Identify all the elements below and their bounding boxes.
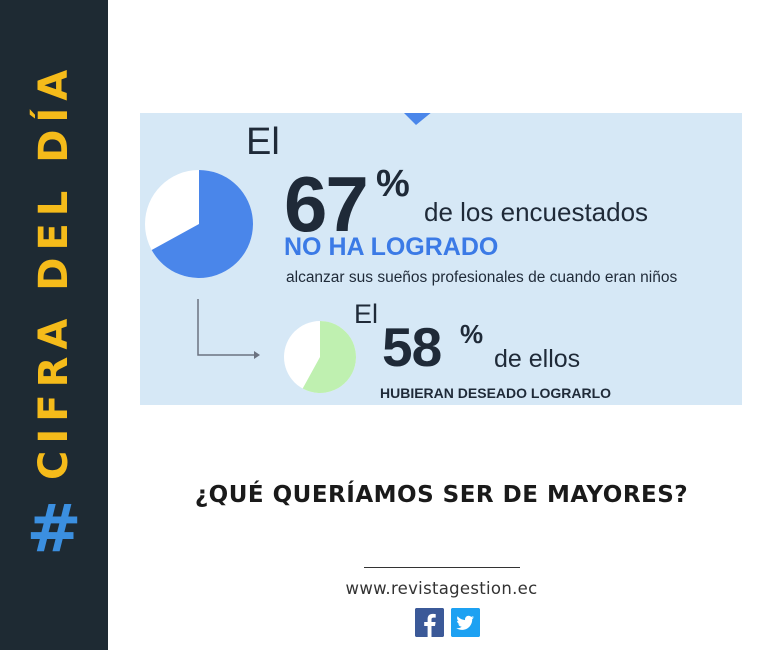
pie-chart-67 bbox=[145, 170, 254, 278]
arrow-icon bbox=[197, 299, 260, 359]
pie1-slice bbox=[151, 170, 254, 278]
stat2-percent-sign: % bbox=[460, 319, 484, 349]
stat1-percent-sign: % bbox=[376, 163, 410, 205]
website-link[interactable]: www.revistagestion.ec bbox=[345, 579, 538, 598]
stat1-prefix: El bbox=[246, 121, 280, 163]
stat2-number: 58 bbox=[382, 316, 442, 378]
stat2-prefix: El bbox=[354, 299, 379, 329]
sidebar: # CIFRA DEL DÍA bbox=[0, 0, 108, 650]
pie2-slice bbox=[302, 321, 356, 393]
infographic: El 67 % de los encuestados NO HA LOGRADO… bbox=[140, 113, 742, 405]
stat1-detail: alcanzar sus sueños profesionales de cua… bbox=[286, 269, 678, 286]
stat1-highlight: NO HA LOGRADO bbox=[284, 233, 499, 261]
divider bbox=[364, 567, 520, 568]
cifra-del-dia-label: CIFRA DEL DÍA bbox=[31, 62, 77, 480]
stat2-suffix: de ellos bbox=[494, 345, 581, 373]
corner-shape bbox=[404, 113, 431, 125]
headline: ¿QUÉ QUERÍAMOS SER DE MAYORES? bbox=[194, 482, 689, 508]
facebook-icon[interactable] bbox=[415, 608, 444, 637]
pie-chart-58 bbox=[284, 321, 356, 393]
twitter-icon[interactable] bbox=[451, 608, 480, 637]
sidebar-title: # CIFRA DEL DÍA bbox=[21, 62, 87, 568]
stat1-suffix: de los encuestados bbox=[424, 197, 649, 227]
stat1-number: 67 bbox=[284, 160, 369, 248]
hashtag-icon: # bbox=[26, 490, 82, 568]
stat2-detail: HUBIERAN DESEADO LOGRARLO bbox=[380, 385, 612, 401]
